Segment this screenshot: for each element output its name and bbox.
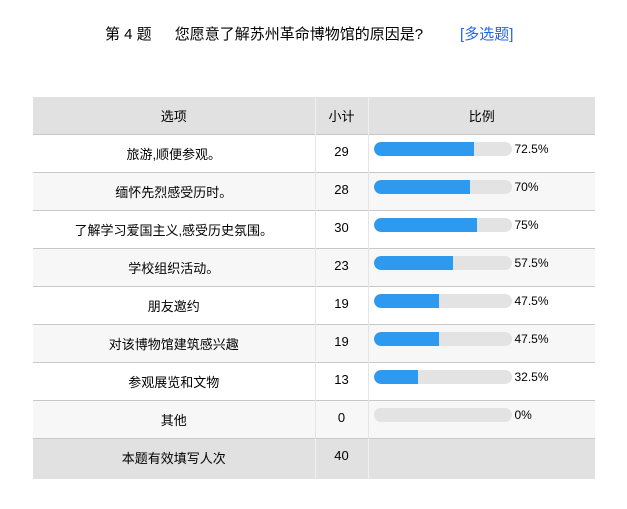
results-table: 选项 小计 比例 旅游,顺便参观。 29 72.5% 缅怀先烈感受历时。 28 70% 了解… [33, 97, 595, 479]
table-row: 朋友邀约 19 47.5% [33, 286, 596, 325]
ratio-cell: 47.5% [367, 286, 596, 325]
count-cell: 13 [314, 362, 368, 401]
ratio-cell: 57.5% [367, 248, 596, 287]
table-row: 缅怀先烈感受历时。 28 70% [33, 172, 596, 211]
ratio-cell: 75% [367, 210, 596, 249]
table-row: 旅游,顺便参观。 29 72.5% [33, 134, 596, 173]
count-cell: 19 [314, 324, 368, 363]
ratio-bar-track [373, 332, 512, 346]
option-cell: 学校组织活动。 [33, 248, 315, 287]
ratio-bar-fill [373, 256, 453, 270]
results-table-body: 旅游,顺便参观。 29 72.5% 缅怀先烈感受历时。 28 70% 了解学习爱国主义,感受… [33, 134, 596, 439]
option-cell: 旅游,顺便参观。 [33, 134, 315, 173]
ratio-bar-track [373, 256, 512, 270]
footer-count-cell: 40 [314, 438, 368, 479]
table-row: 了解学习爱国主义,感受历史氛围。 30 75% [33, 210, 596, 249]
ratio-bar-track [373, 294, 512, 308]
table-row: 其他 0 0% [33, 400, 596, 439]
footer-row: 本题有效填写人次 40 [33, 438, 595, 479]
count-cell: 0 [314, 400, 368, 439]
ratio-bar: 32.5% [373, 370, 596, 384]
ratio-percent-label: 57.5% [514, 256, 549, 270]
ratio-bar-track [373, 408, 512, 422]
ratio-percent-label: 47.5% [514, 332, 549, 346]
count-cell: 28 [314, 172, 368, 211]
ratio-percent-label: 75% [514, 218, 539, 232]
column-header-option: 选项 [33, 97, 315, 135]
ratio-bar-fill [373, 370, 419, 384]
question-text: 您愿意了解苏州革命博物馆的原因是? [174, 26, 424, 43]
header-row: 选项 小计 比例 [33, 97, 595, 135]
ratio-bar: 72.5% [373, 142, 596, 156]
column-header-ratio: 比例 [367, 97, 595, 135]
count-cell: 29 [314, 134, 368, 173]
table-row: 参观展览和文物 13 32.5% [33, 362, 596, 401]
ratio-bar-track [373, 180, 512, 194]
column-header-count: 小计 [314, 97, 368, 135]
ratio-percent-label: 0% [514, 408, 532, 422]
count-cell: 19 [314, 286, 368, 325]
ratio-bar-fill [373, 218, 477, 232]
ratio-bar: 47.5% [373, 332, 596, 346]
ratio-bar: 75% [373, 218, 596, 232]
ratio-cell: 70% [367, 172, 596, 211]
option-cell: 参观展览和文物 [33, 362, 315, 401]
option-cell: 其他 [33, 400, 315, 439]
table-row: 学校组织活动。 23 57.5% [33, 248, 596, 287]
ratio-bar: 0% [373, 408, 596, 422]
ratio-bar: 57.5% [373, 256, 596, 270]
ratio-bar: 47.5% [373, 294, 596, 308]
ratio-cell: 0% [367, 400, 596, 439]
ratio-bar-fill [373, 180, 471, 194]
table-row: 对该博物馆建筑感兴趣 19 47.5% [33, 324, 596, 363]
option-cell: 了解学习爱国主义,感受历史氛围。 [33, 210, 315, 249]
option-cell: 对该博物馆建筑感兴趣 [33, 324, 315, 363]
ratio-bar-fill [373, 142, 474, 156]
ratio-percent-label: 47.5% [514, 294, 549, 308]
footer-label-cell: 本题有效填写人次 [33, 438, 315, 479]
option-cell: 缅怀先烈感受历时。 [33, 172, 315, 211]
ratio-percent-label: 32.5% [514, 370, 549, 384]
footer-empty-cell [367, 438, 595, 479]
question-type-tag: [多选题] [460, 26, 514, 43]
ratio-percent-label: 70% [514, 180, 539, 194]
question-number: 第 4 题 [105, 26, 152, 43]
ratio-bar-track [373, 142, 512, 156]
ratio-cell: 72.5% [367, 134, 596, 173]
ratio-bar-track [373, 370, 512, 384]
option-cell: 朋友邀约 [33, 286, 315, 325]
ratio-bar: 70% [373, 180, 596, 194]
ratio-bar-fill [373, 294, 440, 308]
ratio-cell: 32.5% [367, 362, 596, 401]
results-table-footer: 本题有效填写人次 40 [33, 438, 595, 479]
count-cell: 30 [314, 210, 368, 249]
results-table-header: 选项 小计 比例 [33, 97, 595, 135]
question-title: 第 4 题 您愿意了解苏州革命博物馆的原因是? [多选题] [105, 23, 513, 44]
ratio-bar-fill [373, 332, 440, 346]
ratio-cell: 47.5% [367, 324, 596, 363]
ratio-percent-label: 72.5% [514, 142, 549, 156]
count-cell: 23 [314, 248, 368, 287]
ratio-bar-track [373, 218, 512, 232]
